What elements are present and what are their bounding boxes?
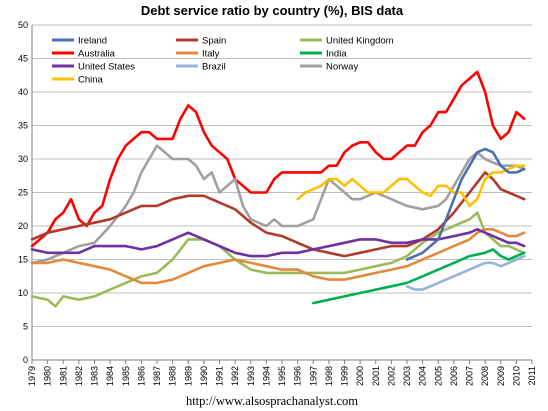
y-tick-label: 20 [18,221,28,231]
x-tick-label: 2004 [418,366,428,386]
footer-url: http://www.alsosprachanalyst.com [186,394,358,408]
x-tick-label: 1988 [168,366,178,386]
x-tick-label: 2003 [402,366,412,386]
x-axis-ticks: 1979 1980 1981 1982 1983 1984 1985 1986 1987 1988… [27,360,537,386]
x-tick-label: 1995 [277,366,287,386]
y-tick-label: 40 [18,87,28,97]
series-lines [30,70,526,308]
x-tick-label: 1980 [43,366,53,386]
legend-label: Spain [202,36,226,47]
x-tick-label: 2005 [433,366,443,386]
y-tick-label: 50 [18,20,28,30]
series-line-ireland [405,147,526,261]
x-tick-label: 1999 [340,366,350,386]
x-tick-label: 2006 [449,366,459,386]
x-tick-label: 1997 [308,366,318,386]
series-line-italy [30,228,526,285]
legend-label: United Kingdom [326,36,394,47]
x-tick-label: 1985 [121,366,131,386]
x-tick-label: 1987 [152,366,162,386]
y-tick-label: 25 [18,188,28,198]
x-tick-label: 1984 [105,366,115,386]
x-tick-label: 2009 [496,366,506,386]
x-tick-label: 2010 [511,366,521,386]
series-line-china [296,164,526,208]
series-line-india [311,248,526,305]
y-tick-label: 45 [18,54,28,64]
legend-label: Norway [326,62,358,73]
legend-label: United States [78,62,135,73]
series-line-united-states [30,228,526,258]
x-tick-label: 1982 [74,366,84,386]
x-tick-label: 1979 [27,366,37,386]
x-tick-label: 1990 [199,366,209,386]
y-tick-label: 15 [18,255,28,265]
x-tick-label: 1989 [183,366,193,386]
y-tick-label: 30 [18,154,28,164]
legend: Ireland Spain United Kingdom Australia Italy… [52,36,394,86]
x-tick-label: 2007 [465,366,475,386]
x-tick-label: 2001 [371,366,381,386]
x-tick-label: 2008 [480,366,490,386]
x-tick-label: 1986 [136,366,146,386]
y-tick-label: 5 [23,322,28,332]
x-tick-label: 2000 [355,366,365,386]
legend-label: Brazil [202,62,226,73]
x-tick-label: 1991 [215,366,225,386]
series-line-united-kingdom [30,211,526,308]
legend-label: Italy [202,49,220,60]
legend-label: China [78,75,104,86]
y-tick-label: 35 [18,121,28,131]
y-tick-label: 0 [23,355,28,365]
series-line-norway [30,144,526,265]
series-line-spain [30,171,526,258]
legend-label: Ireland [78,36,107,47]
chart-title: Debt service ratio by country (%), BIS d… [141,3,404,18]
x-tick-label: 1994 [261,366,271,386]
series-line-brazil [405,254,526,291]
y-axis-ticks: 0 5 10 15 20 25 30 35 40 45 50 [18,20,28,365]
x-tick-label: 1993 [246,366,256,386]
x-tick-label: 1992 [230,366,240,386]
x-tick-label: 2002 [386,366,396,386]
x-tick-label: 1983 [90,366,100,386]
y-tick-label: 10 [18,288,28,298]
series-line-australia [30,70,526,248]
x-tick-label: 1998 [324,366,334,386]
x-tick-label: 2011 [527,366,537,385]
legend-label: India [326,49,347,60]
legend-label: Australia [78,49,116,60]
x-tick-label: 1981 [58,366,68,386]
x-tick-label: 1996 [293,366,303,386]
